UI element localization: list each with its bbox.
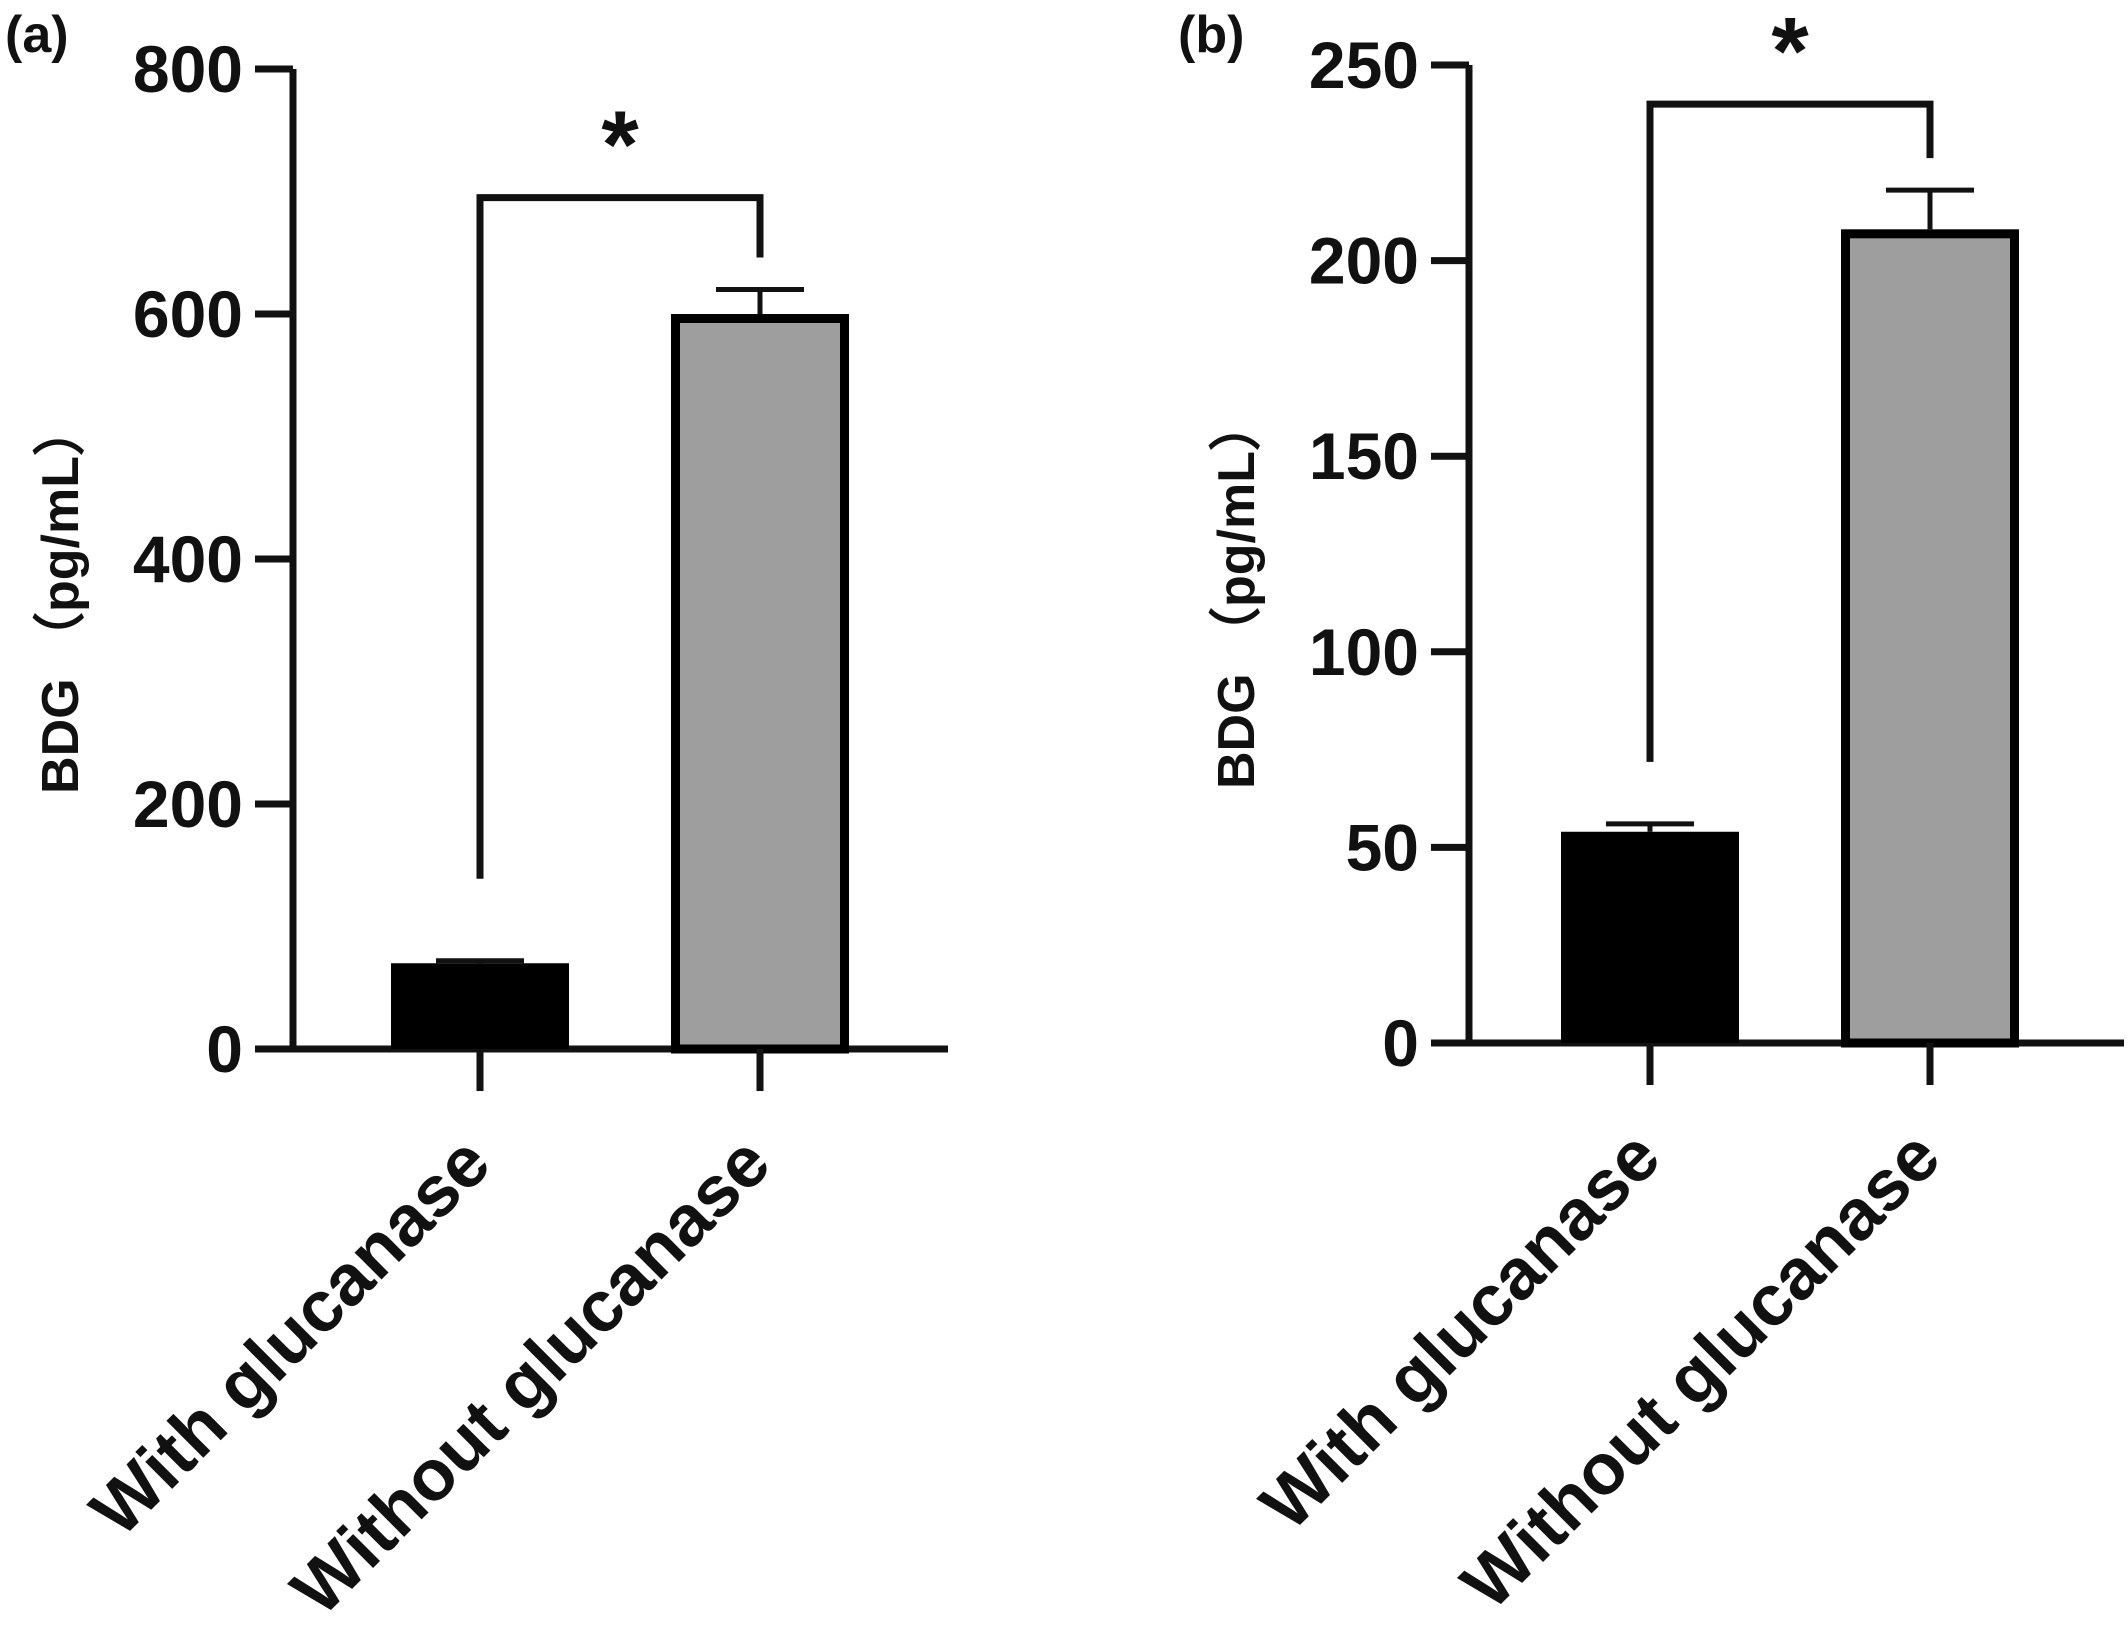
y-tick-label: 200	[1309, 224, 1419, 298]
y-tick-label: 0	[206, 1012, 243, 1086]
y-tick-label: 600	[133, 277, 243, 351]
y-tick-label: 200	[133, 767, 243, 841]
y-tick-label: 100	[1309, 615, 1419, 689]
panel-label: (a)	[5, 6, 69, 64]
bar	[1561, 831, 1739, 1043]
y-tick-label: 150	[1309, 419, 1419, 493]
bar	[671, 314, 849, 1054]
y-tick-label: 0	[1382, 1006, 1419, 1080]
x-category-label: Without glucanase	[277, 1122, 786, 1629]
x-category-label: Without glucanase	[1447, 1116, 1956, 1625]
y-axis-title: BDG （pg/mL）	[32, 404, 90, 794]
significance-bracket	[476, 194, 764, 879]
y-axis-title: BDG （pg/mL）	[1208, 399, 1266, 789]
significance-marker: *	[601, 92, 639, 199]
panel-label: (b)	[1178, 6, 1244, 64]
y-tick-label: 50	[1346, 810, 1419, 884]
bar	[391, 963, 569, 1049]
bar	[1841, 229, 2019, 1048]
y-tick-label: 250	[1309, 28, 1419, 102]
y-tick-label: 400	[133, 522, 243, 596]
significance-bracket	[1646, 100, 1934, 762]
significance-marker: *	[1771, 0, 1809, 105]
y-tick-label: 800	[133, 32, 243, 106]
